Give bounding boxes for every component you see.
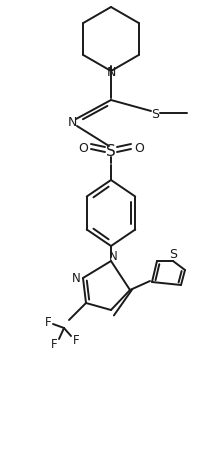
Text: N: N — [109, 250, 117, 263]
Text: O: O — [134, 142, 144, 155]
Text: F: F — [45, 316, 51, 329]
Text: S: S — [169, 248, 177, 261]
Text: F: F — [51, 337, 57, 350]
Text: S: S — [151, 107, 159, 120]
Text: S: S — [106, 144, 116, 159]
Text: N: N — [67, 116, 77, 129]
Text: N: N — [106, 65, 116, 79]
Text: O: O — [78, 142, 88, 155]
Text: F: F — [73, 334, 79, 347]
Text: N: N — [72, 271, 80, 284]
